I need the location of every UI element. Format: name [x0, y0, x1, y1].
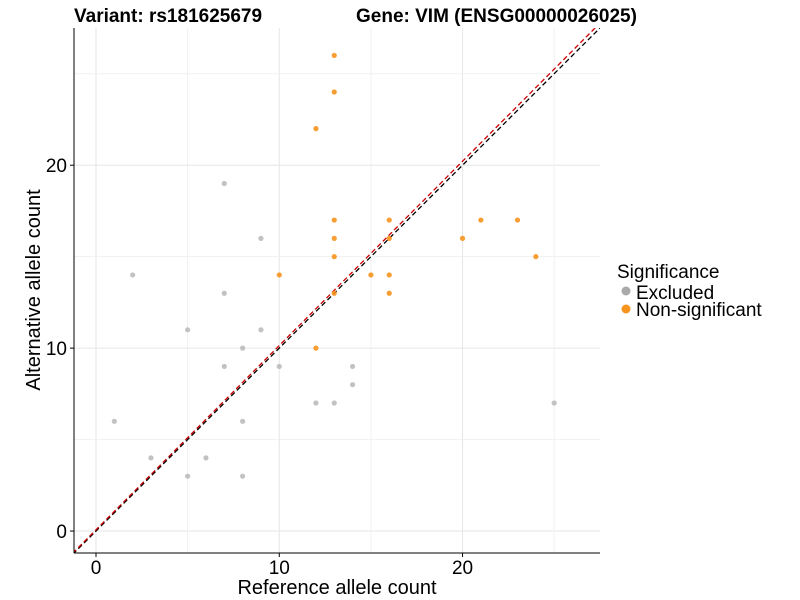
grid-lines — [74, 28, 600, 553]
legend-label-excluded: Excluded — [636, 283, 714, 304]
point-non-significant — [331, 254, 337, 260]
point-excluded — [349, 363, 356, 370]
point-excluded — [185, 473, 191, 479]
point-excluded — [111, 418, 117, 424]
point-excluded — [148, 455, 154, 461]
point-non-significant — [368, 272, 374, 278]
point-non-significant — [331, 52, 337, 59]
point-excluded — [258, 235, 264, 241]
chart-title-variant: Variant: rs181625679 — [74, 6, 262, 27]
identity-line — [74, 28, 600, 553]
legend-title: Significance — [617, 262, 719, 283]
legend-swatch-excluded — [621, 286, 631, 296]
point-excluded — [203, 455, 209, 461]
point-non-significant — [459, 235, 466, 241]
point-excluded — [185, 327, 191, 333]
point-excluded — [240, 473, 246, 479]
point-excluded — [221, 290, 227, 296]
point-non-significant — [386, 290, 392, 296]
point-excluded — [258, 327, 264, 333]
x-axis-title: Reference allele count — [237, 577, 436, 599]
x-tick-label: 10 — [269, 558, 290, 579]
point-non-significant — [514, 217, 521, 223]
point-non-significant — [331, 89, 337, 95]
point-non-significant — [331, 217, 337, 223]
axis-ticks: 0 10 20 0 10 20 — [46, 156, 473, 579]
point-non-significant — [313, 345, 319, 351]
legend-swatch-non-significant — [621, 304, 631, 314]
point-excluded — [130, 272, 136, 278]
point-excluded — [240, 345, 246, 351]
reference-lines — [74, 28, 600, 553]
legend: Significance Excluded Non-significant — [617, 262, 762, 321]
point-excluded — [331, 400, 337, 406]
point-non-significant — [478, 217, 484, 223]
y-tick-label: 0 — [56, 522, 67, 543]
point-excluded — [240, 418, 246, 424]
point-excluded — [276, 363, 282, 370]
data-points — [111, 52, 557, 479]
point-non-significant — [313, 126, 319, 132]
point-non-significant — [331, 235, 337, 241]
point-excluded — [221, 180, 227, 187]
point-excluded — [349, 382, 356, 388]
point-non-significant — [533, 254, 539, 260]
point-excluded — [221, 363, 227, 370]
point-excluded — [551, 400, 557, 406]
fitted-line — [74, 28, 596, 553]
x-tick-label: 20 — [452, 558, 473, 579]
y-tick-label: 10 — [46, 339, 67, 360]
legend-label-non-significant: Non-significant — [636, 300, 762, 321]
point-non-significant — [276, 272, 282, 278]
chart-title-gene: Gene: VIM (ENSG00000026025) — [356, 6, 637, 27]
y-axis-title: Alternative allele count — [23, 189, 45, 391]
x-tick-label: 0 — [91, 558, 102, 579]
point-non-significant — [386, 217, 392, 223]
point-non-significant — [386, 235, 392, 241]
point-non-significant — [386, 272, 392, 278]
point-non-significant — [331, 290, 337, 296]
y-tick-label: 20 — [46, 156, 67, 177]
point-excluded — [313, 400, 319, 406]
